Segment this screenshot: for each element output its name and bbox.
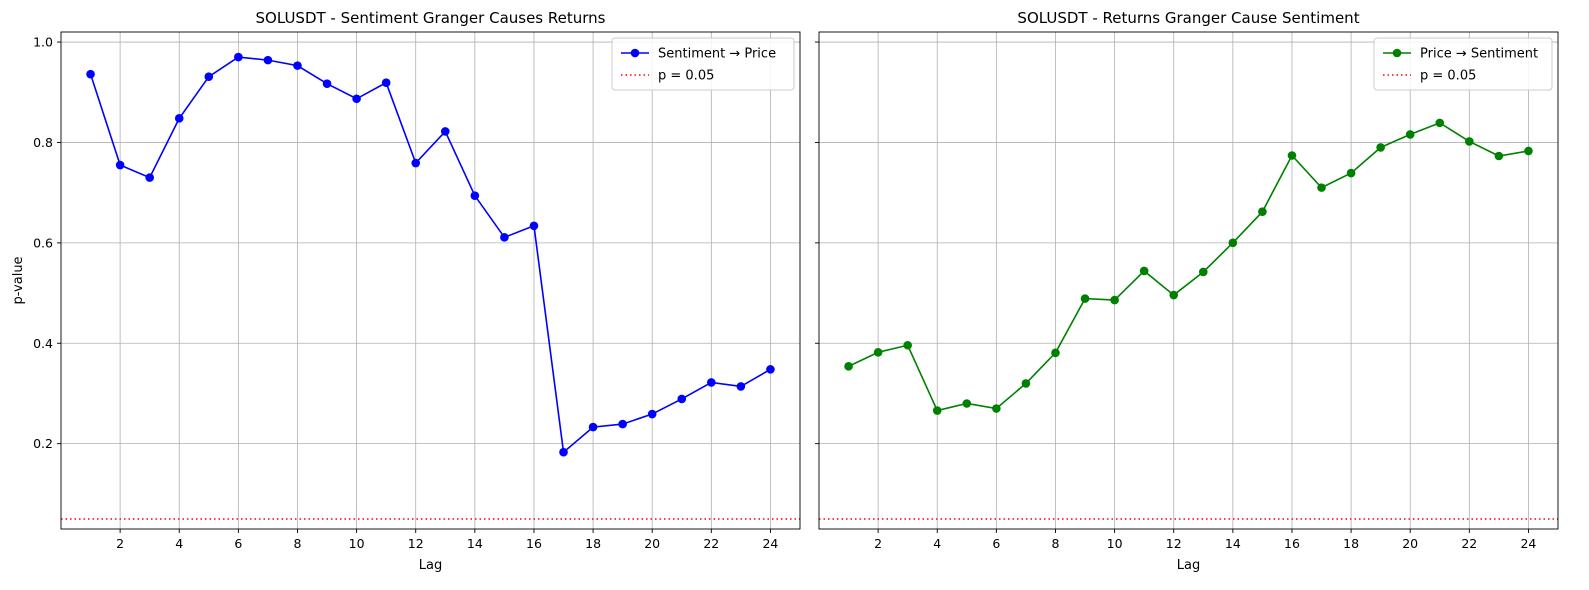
data-point: [1021, 379, 1031, 388]
x-tick-label: 24: [1520, 536, 1536, 551]
data-point: [1198, 267, 1208, 277]
data-point: [647, 409, 657, 419]
legend-box: [611, 37, 795, 91]
data-point: [873, 347, 883, 357]
legend-label: Sentiment → Price: [658, 47, 776, 62]
x-tick-label: 24: [762, 536, 778, 551]
data-point: [1346, 168, 1356, 178]
data-point: [1169, 290, 1179, 300]
data-point: [992, 404, 1001, 413]
data-point: [766, 365, 775, 374]
data-point: [352, 94, 361, 104]
data-point: [588, 422, 598, 432]
data-point: [440, 127, 450, 136]
data-point: [1435, 118, 1445, 128]
x-tick-label: 20: [1402, 536, 1418, 551]
data-point: [411, 158, 421, 168]
data-point: [1051, 348, 1060, 358]
data-point: [844, 362, 853, 371]
data-point: [234, 52, 243, 62]
x-tick-label: 2: [116, 536, 124, 551]
x-tick-label: 18: [585, 536, 601, 551]
chart-title: SOLUSDT - Sentiment Granger Causes Retur…: [256, 9, 606, 27]
x-tick-label: 22: [703, 536, 719, 551]
y-tick-label: 0.2: [33, 436, 53, 451]
data-point: [707, 378, 716, 387]
x-tick-label: 12: [408, 536, 424, 551]
data-point: [529, 221, 539, 231]
data-point: [1405, 130, 1415, 139]
x-tick-label: 2: [874, 536, 882, 551]
x-tick-label: 4: [175, 536, 183, 551]
x-tick-label: 12: [1166, 536, 1182, 551]
data-point: [1524, 146, 1533, 156]
data-point: [86, 69, 95, 79]
legend-box: [1373, 37, 1553, 91]
data-point: [736, 382, 746, 391]
legend: Sentiment → Price p = 0.05: [611, 37, 795, 91]
x-tick-label: 16: [526, 536, 542, 551]
x-axis-label: Lag: [1177, 558, 1200, 573]
data-point: [174, 114, 184, 123]
data-point: [1287, 151, 1297, 160]
series-line: [848, 121, 1529, 412]
data-point: [677, 394, 687, 404]
data-point: [618, 419, 627, 429]
x-tick-label: 4: [933, 536, 941, 551]
data-point: [263, 55, 273, 65]
legend-label: p = 0.05: [1420, 69, 1476, 84]
x-tick-label: 8: [294, 536, 302, 551]
data-point: [293, 61, 302, 70]
data-point: [145, 173, 154, 182]
y-tick-label: 1.0: [33, 35, 53, 50]
data-point: [1258, 207, 1267, 217]
chart-title: SOLUSDT - Returns Granger Cause Sentimen…: [1017, 9, 1359, 27]
data-point: [204, 72, 214, 81]
data-point: [559, 447, 568, 457]
data-point: [322, 79, 332, 89]
x-tick-label: 6: [234, 536, 242, 551]
data-point: [1080, 294, 1090, 303]
x-tick-label: 20: [644, 536, 660, 551]
data-point: [381, 78, 391, 88]
legend-marker-swatch: [1392, 48, 1402, 58]
y-tick-label: 0.8: [33, 135, 53, 150]
x-tick-label: 14: [467, 536, 483, 551]
data-point: [903, 340, 912, 350]
data-point: [1139, 266, 1149, 276]
data-point: [1228, 238, 1238, 248]
data-point: [1376, 143, 1385, 152]
data-point: [115, 160, 125, 170]
legend-label: p = 0.05: [658, 69, 714, 84]
data-point: [470, 191, 480, 200]
x-tick-label: 22: [1461, 536, 1477, 551]
x-tick-label: 8: [1052, 536, 1060, 551]
data-point: [962, 399, 972, 408]
x-tick-label: 18: [1343, 536, 1359, 551]
data-point: [1110, 295, 1119, 305]
legend-label: Price → Sentiment: [1420, 47, 1538, 62]
x-tick-label: 10: [1107, 536, 1123, 551]
data-point: [932, 406, 942, 415]
y-axis-label: p-value: [11, 256, 26, 304]
series-line: [89, 56, 771, 454]
data-point: [1317, 183, 1326, 192]
x-tick-label: 10: [349, 536, 365, 551]
x-tick-label: 16: [1284, 536, 1300, 551]
x-tick-label: 14: [1225, 536, 1241, 551]
axes-frame: [818, 31, 1559, 530]
axes-frame: [60, 31, 801, 530]
x-tick-label: 6: [992, 536, 1000, 551]
y-tick-label: 0.4: [33, 336, 53, 351]
data-point: [1465, 137, 1474, 146]
chart-panel-1: 2 4 6 8 10 12 14 16 18 20 22 240.20.40.60.81.0SOLUS…: [11, 9, 801, 573]
legend: Price → Sentiment p = 0.05: [1373, 37, 1553, 91]
y-tick-label: 0.6: [33, 235, 53, 250]
x-axis-label: Lag: [419, 558, 442, 573]
data-point: [500, 233, 509, 242]
data-point: [1494, 151, 1504, 161]
legend-marker-swatch: [630, 48, 640, 58]
